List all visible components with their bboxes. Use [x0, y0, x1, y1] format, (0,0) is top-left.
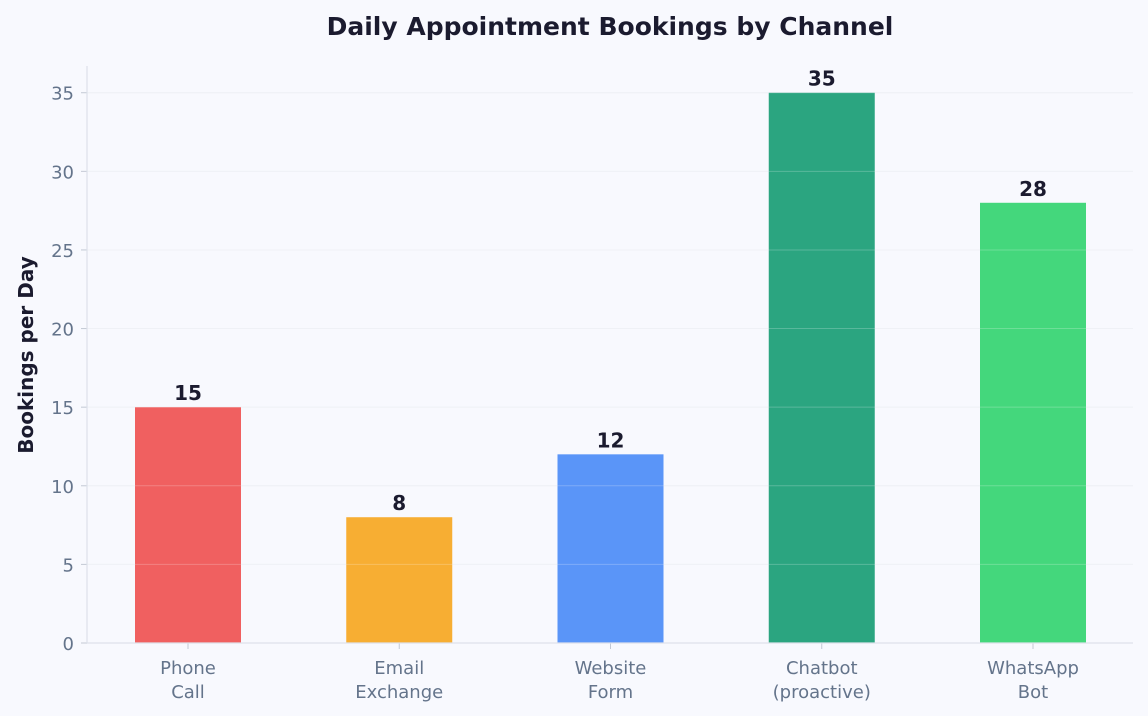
- bar: [135, 407, 241, 643]
- y-tick-label: 20: [51, 320, 74, 341]
- bar-value-label: 12: [597, 428, 625, 452]
- x-tick-label: (proactive): [773, 682, 871, 703]
- x-tick-label: WhatsApp: [987, 658, 1079, 679]
- bar: [346, 517, 453, 643]
- chart-title: Daily Appointment Bookings by Channel: [327, 12, 894, 41]
- x-tick-label: Form: [588, 682, 633, 703]
- bars: [87, 92, 1133, 643]
- bar: [557, 454, 664, 643]
- bar-value-label: 15: [174, 381, 202, 405]
- x-tick-label: Email: [374, 658, 424, 679]
- grid-lines: [87, 92, 1133, 565]
- y-tick-label: 0: [63, 634, 74, 655]
- y-tick-label: 15: [51, 398, 74, 419]
- bar-value-labels: 15 8 12 35 28: [174, 67, 1047, 515]
- bar-value-label: 35: [808, 67, 836, 91]
- y-tick-label: 25: [51, 241, 74, 262]
- x-tick-label: Call: [171, 682, 205, 703]
- x-tick-label: Chatbot: [786, 658, 858, 679]
- y-axis-ticks: 0 5 10 15 20 25 30 35: [51, 84, 87, 655]
- y-tick-label: 5: [63, 555, 74, 576]
- bar-value-label: 8: [392, 491, 406, 515]
- x-axis-ticks: Phone Call Email Exchange Website Form Chatbot…: [160, 643, 1079, 703]
- y-tick-label: 35: [51, 84, 74, 105]
- y-axis-label: Bookings per Day: [14, 256, 38, 454]
- y-tick-label: 10: [51, 477, 74, 498]
- bar: [980, 202, 1086, 643]
- x-tick-label: Website: [575, 658, 647, 679]
- x-tick-label: Exchange: [355, 682, 443, 703]
- bar: [768, 92, 875, 643]
- y-tick-label: 30: [51, 162, 74, 183]
- x-tick-label: Bot: [1018, 682, 1048, 703]
- x-tick-label: Phone: [160, 658, 216, 679]
- bar-value-label: 28: [1019, 177, 1047, 201]
